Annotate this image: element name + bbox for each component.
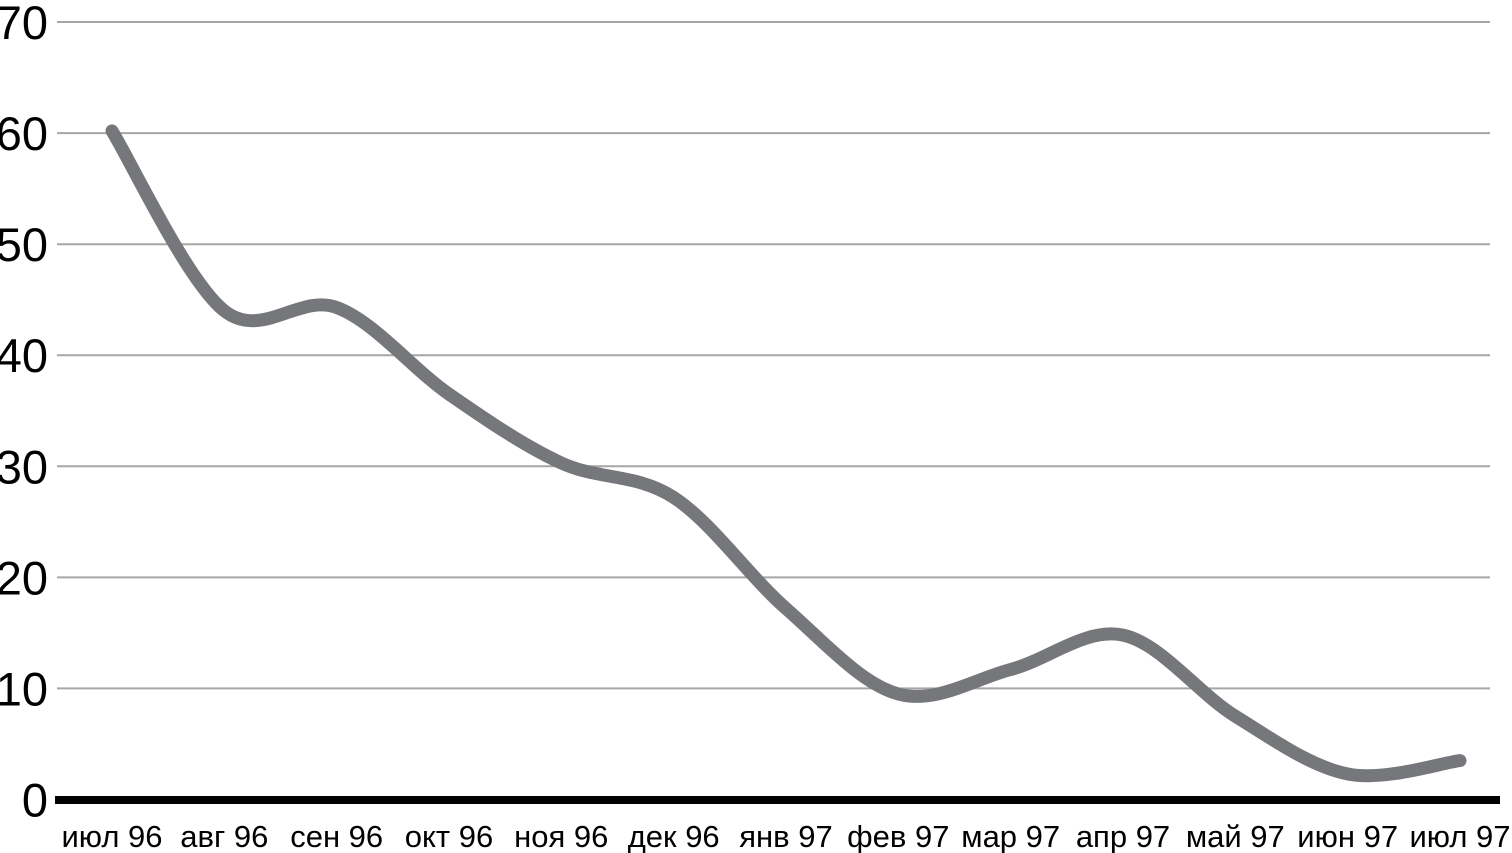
x-axis-tick-label: сен 96 xyxy=(290,819,383,853)
x-axis-tick-label: янв 97 xyxy=(739,819,832,853)
y-axis-tick-label: 0 xyxy=(22,774,48,827)
x-axis-tick-label: июл 97 xyxy=(1409,819,1510,853)
x-axis-tick-label: июл 96 xyxy=(61,819,162,853)
x-axis-tick-label: мар 97 xyxy=(961,819,1060,853)
x-axis-tick-label: окт 96 xyxy=(405,819,493,853)
y-axis-tick-label: 20 xyxy=(0,551,48,604)
y-axis-tick-label: 50 xyxy=(0,218,48,271)
y-axis-tick-label: 40 xyxy=(0,329,48,382)
y-axis-tick-label: 30 xyxy=(0,440,48,493)
y-axis-tick-label: 70 xyxy=(0,0,48,49)
series-line xyxy=(105,124,1467,783)
x-axis-tick-label: ноя 96 xyxy=(514,819,608,853)
x-axis-tick-label: июн 97 xyxy=(1297,819,1398,853)
y-axis-tick-label: 10 xyxy=(0,662,48,715)
x-axis-tick-label: апр 97 xyxy=(1076,819,1170,853)
x-axis-tick-label: фев 97 xyxy=(847,819,949,853)
y-axis-tick-label: 60 xyxy=(0,107,48,160)
x-axis-tick-label: дек 96 xyxy=(628,819,720,853)
x-axis-tick-label: авг 96 xyxy=(180,819,268,853)
x-axis-tick-label: май 97 xyxy=(1186,819,1285,853)
